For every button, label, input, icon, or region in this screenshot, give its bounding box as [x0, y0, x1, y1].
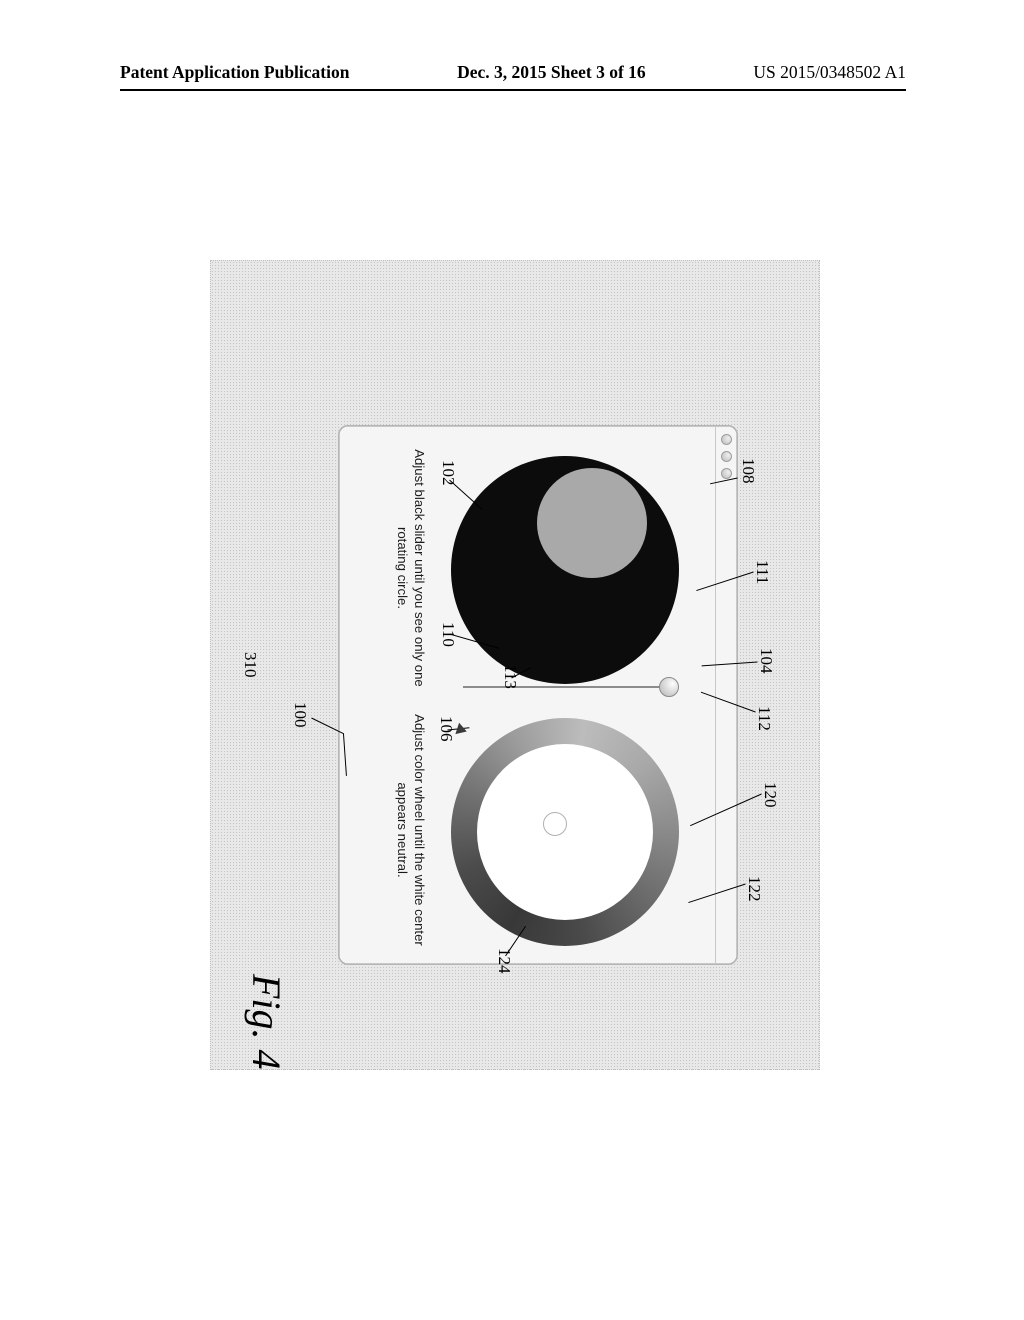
ref-104: 104 [756, 648, 776, 674]
color-wheel-center-dot[interactable] [543, 812, 567, 836]
figure-halftone-area: Adjust black slider until you see only o… [210, 260, 820, 1070]
calibration-window: Adjust black slider until you see only o… [338, 425, 738, 965]
ref-102: 102 [438, 460, 458, 486]
ref-122: 122 [744, 876, 764, 902]
close-icon[interactable] [721, 434, 732, 445]
page-header: Patent Application Publication Dec. 3, 2… [0, 62, 1024, 91]
ref-113: 113 [500, 664, 520, 689]
header-pubnumber: US 2015/0348502 A1 [753, 62, 906, 83]
header-rule [120, 89, 906, 91]
header-publication: Patent Application Publication [120, 62, 349, 83]
rotating-grey-circle [537, 468, 647, 578]
color-wheel[interactable] [451, 718, 679, 946]
window-content: Adjust black slider until you see only o… [339, 426, 715, 964]
zoom-icon[interactable] [721, 468, 732, 479]
figure-rotated-frame: Adjust black slider until you see only o… [210, 260, 820, 1070]
ref-100: 100 [290, 702, 310, 728]
caption-black-slider: Adjust black slider until you see only o… [394, 448, 427, 688]
ref-112: 112 [754, 706, 774, 731]
black-slider-track[interactable] [463, 686, 671, 688]
header-row: Patent Application Publication Dec. 3, 2… [0, 62, 1024, 83]
black-slider-knob[interactable] [659, 677, 679, 697]
ref-124: 124 [494, 948, 514, 974]
caption-color-wheel: Adjust color wheel until the white cente… [394, 710, 427, 950]
ref-310: 310 [240, 652, 260, 678]
ref-108: 108 [738, 458, 758, 484]
ref-111: 111 [752, 560, 772, 584]
ref-120: 120 [760, 782, 780, 808]
window-titlebar [715, 426, 737, 964]
figure-label: Fig. 4 [243, 974, 290, 1070]
color-wheel-indicator-icon [455, 723, 468, 738]
patent-page: Patent Application Publication Dec. 3, 2… [0, 0, 1024, 1320]
header-date-sheet: Dec. 3, 2015 Sheet 3 of 16 [457, 62, 646, 83]
minimize-icon[interactable] [721, 451, 732, 462]
